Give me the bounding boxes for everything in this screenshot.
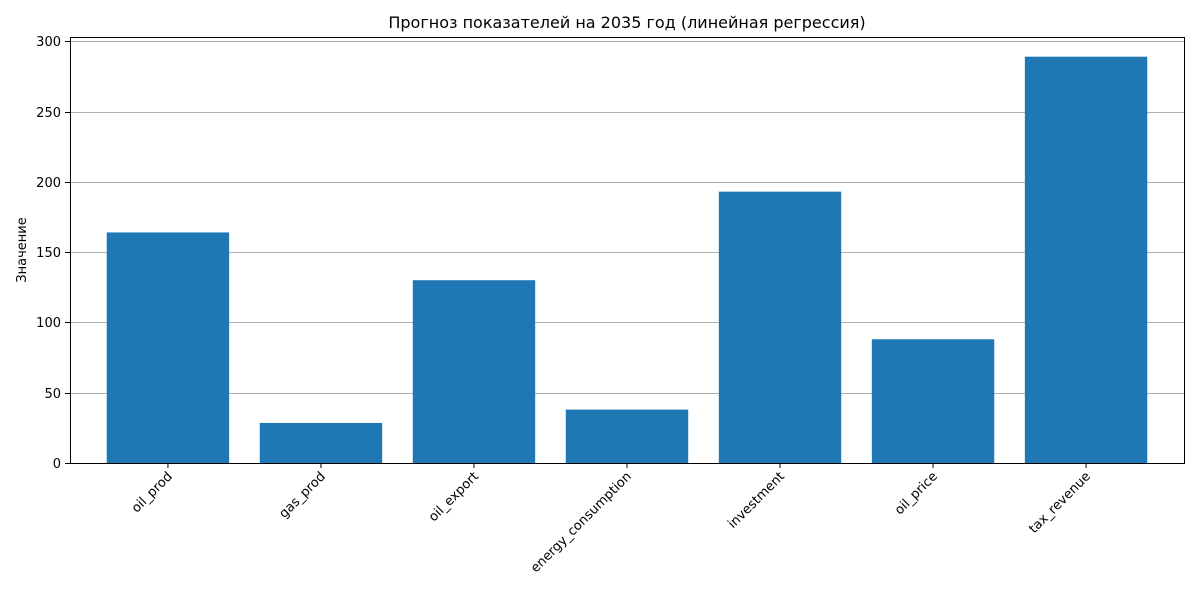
y-axis-label: Значение <box>15 217 30 282</box>
y-tick-label-4: 200 <box>36 176 61 191</box>
bar-energy_consumption <box>565 409 689 463</box>
bar-investment <box>718 191 842 463</box>
bar-oil_prod <box>106 232 230 463</box>
x-tick-label-investment: investment <box>725 469 788 532</box>
chart-title: Прогноз показателей на 2035 год (линейна… <box>388 13 865 32</box>
bar-oil_price <box>871 339 995 463</box>
y-tick-label-0: 0 <box>53 457 61 472</box>
bar-tax_revenue <box>1024 56 1148 463</box>
bar-oil_export <box>412 280 536 463</box>
y-tick-label-2: 100 <box>36 316 61 331</box>
x-tick-label-oil_export: oil_export <box>426 469 482 525</box>
x-tick-label-oil_price: oil_price <box>892 469 941 518</box>
x-tick-label-oil_prod: oil_prod <box>129 469 176 516</box>
y-tick-label-3: 150 <box>36 246 61 261</box>
x-tick-label-tax_revenue: tax_revenue <box>1026 469 1094 537</box>
plot-frame <box>70 37 1185 464</box>
bars <box>106 56 1148 463</box>
y-tick-label-1: 50 <box>44 387 61 402</box>
y-tick-label-5: 250 <box>36 106 61 121</box>
bar-gas_prod <box>259 422 383 463</box>
grid-lines <box>70 41 1184 464</box>
y-tick-label-6: 300 <box>36 35 61 50</box>
x-tick-label-gas_prod: gas_prod <box>276 469 328 521</box>
x-axis-ticks: oil_prod gas_prod oil_export energy_consump… <box>129 463 1094 576</box>
y-axis-ticks: 0 50 100 150 200 250 300 <box>36 35 70 472</box>
x-tick-label-energy_consumption: energy_consumption <box>528 469 635 576</box>
